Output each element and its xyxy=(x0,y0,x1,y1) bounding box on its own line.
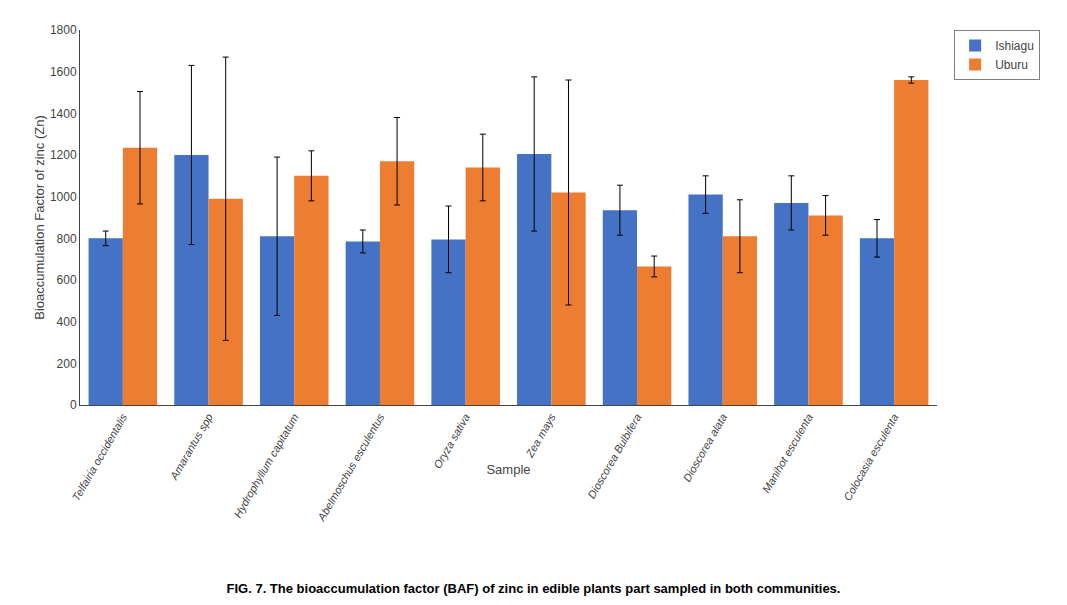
svg-text:Ishiagu: Ishiagu xyxy=(995,39,1034,53)
svg-text:Hydrophyllum capitatum: Hydrophyllum capitatum xyxy=(231,411,300,519)
svg-text:0: 0 xyxy=(70,398,77,412)
svg-text:Colocasia esculenta: Colocasia esculenta xyxy=(841,411,901,502)
svg-text:Zea mays: Zea mays xyxy=(523,411,558,460)
svg-text:Oryza sativa: Oryza sativa xyxy=(431,411,472,470)
svg-text:Manihot esculenta: Manihot esculenta xyxy=(760,411,815,494)
svg-text:1000: 1000 xyxy=(50,190,77,204)
svg-text:400: 400 xyxy=(57,315,77,329)
svg-text:Abelmoschus esculentus: Abelmoschus esculentus xyxy=(315,411,387,524)
svg-text:Amarantus spp: Amarantus spp xyxy=(167,411,215,482)
svg-text:Uburu: Uburu xyxy=(995,58,1028,72)
svg-text:1200: 1200 xyxy=(50,148,77,162)
svg-text:Dioscorea alata: Dioscorea alata xyxy=(681,411,730,483)
svg-text:FIG. 7. The bioaccumulation fa: FIG. 7. The bioaccumulation factor (BAF)… xyxy=(227,581,841,596)
svg-text:Telfairia occidentalis: Telfairia occidentalis xyxy=(70,411,130,503)
svg-text:1600: 1600 xyxy=(50,65,77,79)
svg-text:Bioaccumulation Factor of zinc: Bioaccumulation Factor of zinc (Zn) xyxy=(32,115,47,319)
svg-text:600: 600 xyxy=(57,273,77,287)
svg-text:800: 800 xyxy=(57,232,77,246)
svg-text:200: 200 xyxy=(57,357,77,371)
svg-text:1400: 1400 xyxy=(50,107,77,121)
svg-text:Dioscorea Bulbifera: Dioscorea Bulbifera xyxy=(585,411,643,500)
svg-text:Sample: Sample xyxy=(486,462,530,477)
svg-text:1800: 1800 xyxy=(50,23,77,37)
